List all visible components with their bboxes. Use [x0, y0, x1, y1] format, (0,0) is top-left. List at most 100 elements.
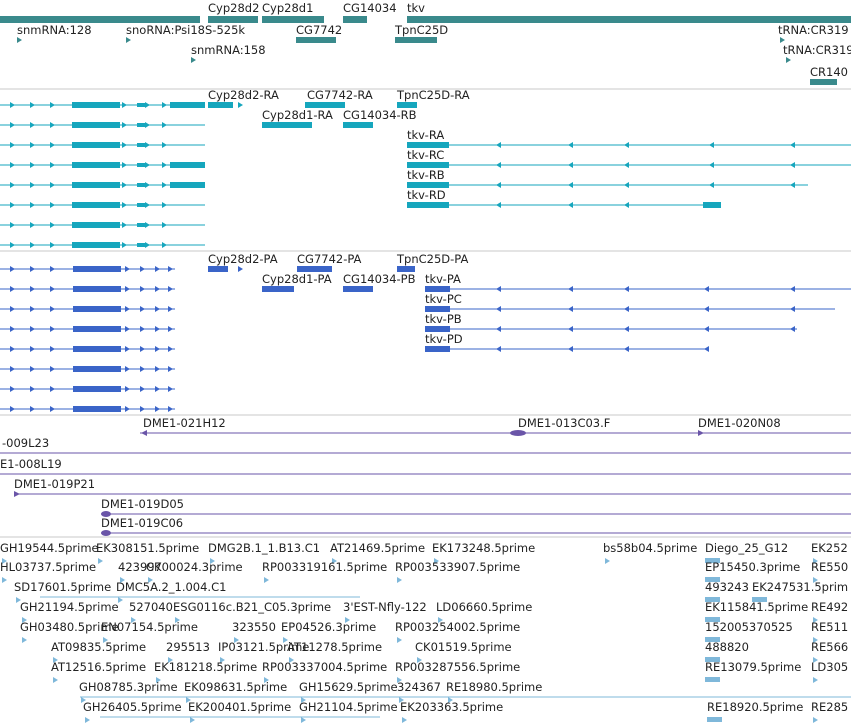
est-feature[interactable] [417, 657, 422, 663]
transcript-arrow[interactable] [709, 182, 714, 188]
est-feature[interactable] [186, 697, 191, 703]
protein-arrow[interactable] [30, 326, 35, 332]
est-feature[interactable] [705, 657, 720, 662]
est-feature[interactable] [301, 697, 306, 703]
protein-arrow[interactable] [568, 346, 573, 352]
transcript-exon[interactable] [407, 162, 449, 168]
protein-exon[interactable] [262, 286, 294, 292]
transcript-arrow[interactable] [122, 202, 127, 208]
transcript-arrow[interactable] [30, 182, 35, 188]
est-feature[interactable] [120, 577, 125, 583]
gene-feature-cg7742[interactable] [296, 37, 336, 43]
clone-end-marker[interactable] [698, 430, 704, 436]
transcript-arrow[interactable] [30, 122, 35, 128]
protein-arrow[interactable] [125, 326, 130, 332]
protein-arrow[interactable] [704, 306, 709, 312]
clone-end-marker[interactable] [141, 430, 147, 436]
protein-arrow[interactable] [125, 406, 130, 412]
protein-arrow[interactable] [496, 326, 501, 332]
transcript-arrow[interactable] [162, 162, 167, 168]
protein-exon[interactable] [73, 366, 121, 372]
protein-arrow[interactable] [10, 326, 15, 332]
transcript-exon[interactable] [72, 222, 120, 228]
est-feature[interactable] [813, 558, 818, 564]
transcript-arrow[interactable] [10, 202, 15, 208]
protein-arrow[interactable] [790, 286, 795, 292]
transcript-arrow[interactable] [568, 162, 573, 168]
transcript-arrow[interactable] [10, 102, 15, 108]
protein-arrow[interactable] [790, 326, 795, 332]
protein-arrow[interactable] [168, 406, 173, 412]
protein-arrow[interactable] [624, 286, 629, 292]
est-feature[interactable] [22, 637, 27, 643]
transcript-arrow[interactable] [50, 222, 55, 228]
protein-arrow[interactable] [30, 346, 35, 352]
transcript-arrow[interactable] [790, 182, 795, 188]
transcript-arrow[interactable] [122, 182, 127, 188]
est-feature[interactable] [813, 677, 818, 683]
transcript-exon[interactable] [72, 242, 120, 248]
protein-arrow[interactable] [168, 286, 173, 292]
protein-arrow[interactable] [140, 346, 145, 352]
protein-exon[interactable] [73, 326, 121, 332]
transcript-arrow[interactable] [790, 162, 795, 168]
clone-end-marker[interactable] [101, 511, 111, 517]
transcript-exon[interactable] [137, 203, 145, 207]
transcript-arrow[interactable] [122, 162, 127, 168]
gene-feature-cyp28d1[interactable] [262, 16, 324, 23]
protein-exon[interactable] [73, 406, 121, 412]
protein-arrow[interactable] [168, 366, 173, 372]
protein-arrow[interactable] [704, 286, 709, 292]
est-feature[interactable] [399, 697, 404, 703]
transcript-arrow[interactable] [122, 142, 127, 148]
transcript-arrow[interactable] [30, 222, 35, 228]
transcript-arrow[interactable] [568, 142, 573, 148]
est-feature[interactable] [168, 657, 173, 663]
transcript-arrow[interactable] [496, 202, 501, 208]
est-feature[interactable] [705, 558, 720, 563]
transcript-exon[interactable] [305, 102, 345, 108]
transcript-exon[interactable] [72, 182, 120, 188]
est-feature[interactable] [22, 617, 27, 623]
protein-arrow[interactable] [568, 306, 573, 312]
est-feature[interactable] [332, 558, 337, 564]
transcript-exon[interactable] [137, 183, 145, 187]
protein-arrow[interactable] [140, 306, 145, 312]
transcript-arrow[interactable] [10, 122, 15, 128]
protein-arrow[interactable] [624, 326, 629, 332]
protein-exon[interactable] [208, 266, 228, 272]
transcript-exon[interactable] [72, 102, 120, 108]
protein-arrow[interactable] [30, 286, 35, 292]
protein-exon[interactable] [425, 286, 450, 292]
protein-arrow[interactable] [125, 366, 130, 372]
transcript-arrow[interactable] [30, 242, 35, 248]
protein-arrow[interactable] [30, 386, 35, 392]
est-feature[interactable] [118, 597, 123, 603]
transcript-arrow[interactable] [50, 142, 55, 148]
transcript-arrow[interactable] [10, 182, 15, 188]
est-feature[interactable] [131, 617, 136, 623]
protein-arrow[interactable] [10, 306, 15, 312]
transcript-arrow[interactable] [145, 102, 150, 108]
protein-arrow[interactable] [10, 386, 15, 392]
transcript-exon[interactable] [170, 182, 205, 188]
est-feature[interactable] [345, 617, 350, 623]
transcript-arrow[interactable] [162, 142, 167, 148]
protein-arrow[interactable] [50, 326, 55, 332]
est-feature[interactable] [175, 617, 180, 623]
transcript-arrow[interactable] [30, 202, 35, 208]
protein-arrow[interactable] [140, 366, 145, 372]
protein-exon[interactable] [73, 306, 121, 312]
protein-arrow[interactable] [140, 386, 145, 392]
transcript-arrow[interactable] [145, 142, 150, 148]
protein-arrow[interactable] [10, 366, 15, 372]
protein-arrow[interactable] [155, 306, 160, 312]
gene-marker-trna2[interactable] [786, 57, 791, 63]
protein-arrow[interactable] [168, 266, 173, 272]
protein-arrow[interactable] [168, 326, 173, 332]
transcript-exon[interactable] [137, 103, 145, 107]
est-feature[interactable] [220, 657, 225, 663]
est-feature[interactable] [103, 637, 108, 643]
gene-marker-snmrna158[interactable] [191, 57, 196, 63]
est-feature[interactable] [264, 677, 269, 683]
